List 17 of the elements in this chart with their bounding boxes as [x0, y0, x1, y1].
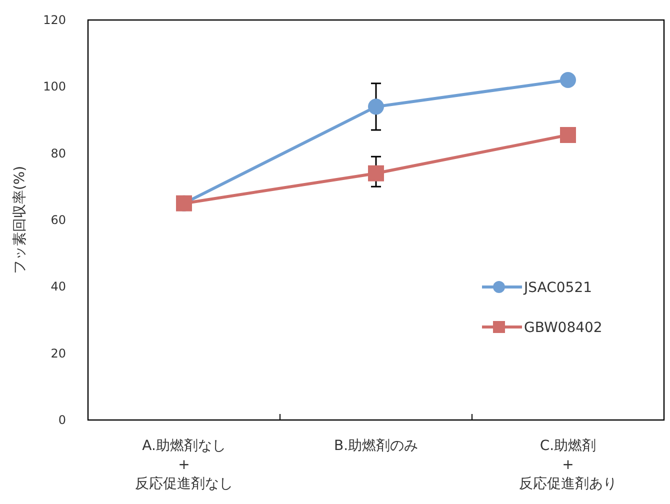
point [560, 127, 576, 143]
legend-label: JSAC0521 [523, 280, 592, 296]
x-tick-label: A.助燃剤なし + 反応促進剤なし [135, 438, 233, 492]
y-tick-label: 60 [50, 213, 66, 227]
x-tick-label: B.助燃剤のみ [334, 438, 418, 454]
y-tick-label: 120 [43, 13, 66, 27]
y-axis-title: フッ素回収率(%) [12, 166, 28, 274]
y-tick-label: 80 [50, 146, 66, 160]
y-tick-label: 100 [43, 80, 66, 94]
y-tick-label: 40 [50, 280, 66, 294]
y-tick-label: 20 [50, 346, 66, 360]
point [560, 72, 576, 88]
point [368, 165, 384, 182]
legend-label: GBW08402 [524, 320, 602, 336]
y-tick-label: 0 [58, 413, 66, 427]
point [368, 98, 384, 115]
x-tick-label: C.助燃剤 + 反応促進剤あり [519, 438, 617, 492]
